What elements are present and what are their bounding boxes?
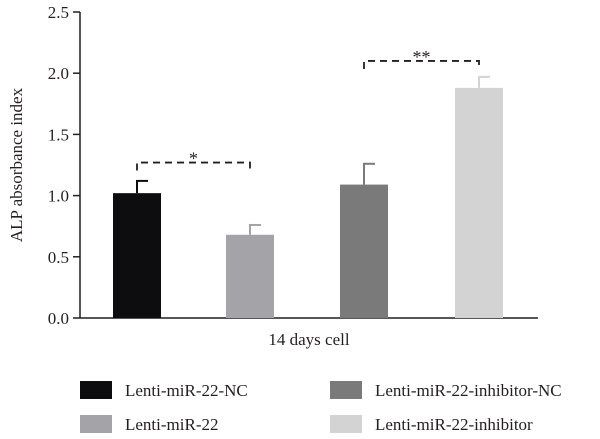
y-axis: 0.0 0.5 1.0 1.5 2.0 2.5 ALP absorbance index: [7, 3, 81, 328]
significance-label: **: [413, 47, 431, 67]
legend-label: Lenti-miR-22-NC: [125, 381, 248, 400]
significance-label: *: [189, 149, 198, 169]
x-axis-title: 14 days cell: [268, 330, 349, 349]
y-tick-label: 1.0: [48, 187, 69, 206]
legend-swatch: [330, 381, 362, 399]
legend-label: Lenti-miR-22: [125, 415, 218, 434]
x-axis: 14 days cell: [80, 317, 538, 349]
legend-label: Lenti-miR-22-inhibitor-NC: [375, 381, 562, 400]
bar: [340, 184, 388, 318]
significance-bracket: [136, 161, 251, 171]
y-tick-label: 2.5: [48, 3, 69, 22]
legend: Lenti-miR-22-NC Lenti-miR-22-inhibitor-NC…: [80, 381, 562, 434]
bar: [113, 193, 161, 318]
bars: [113, 75, 503, 318]
legend-swatch: [80, 381, 112, 399]
y-ticks: 0.0 0.5 1.0 1.5 2.0 2.5: [48, 3, 80, 328]
legend-swatch: [330, 415, 362, 433]
y-axis-title: ALP absorbance index: [7, 87, 26, 242]
y-tick-label: 0.5: [48, 248, 69, 267]
significance-bracket: [363, 60, 480, 69]
y-tick-label: 0.0: [48, 309, 69, 328]
legend-label: Lenti-miR-22-inhibitor: [375, 415, 533, 434]
legend-swatch: [80, 415, 112, 433]
y-tick-label: 2.0: [48, 64, 69, 83]
significance-brackets: ***: [136, 47, 480, 171]
bar: [455, 87, 503, 318]
y-tick-label: 1.5: [48, 125, 69, 144]
bar: [226, 234, 274, 318]
